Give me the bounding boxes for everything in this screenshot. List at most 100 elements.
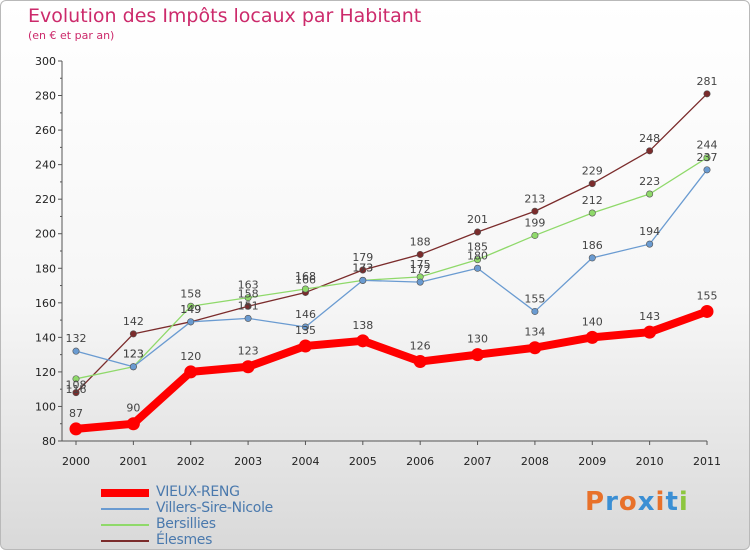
data-point [531,207,539,215]
data-label: 155 [697,289,718,302]
y-tick-label: 100 [35,400,56,413]
legend-label: Bersillies [156,516,216,532]
data-point [703,90,711,98]
data-label: 143 [639,310,660,323]
x-tick-label: 2008 [521,455,549,468]
legend-label: VIEUX-RENG [156,484,240,500]
x-tick-label: 2011 [693,455,721,468]
y-tick-label: 200 [35,228,56,241]
data-point [187,318,195,326]
legend-label: Villers-Sire-Nicole [156,500,273,516]
logo-letter: t [665,487,679,517]
data-point [126,417,140,431]
data-label: 90 [126,402,140,415]
y-tick-label: 180 [35,262,56,275]
data-point [301,285,309,293]
data-point [298,339,312,353]
data-label: 163 [238,279,259,292]
data-point [474,228,482,236]
y-tick-label: 160 [35,297,56,310]
chart-subtitle: (en € et par an) [28,29,115,42]
data-point [241,360,255,374]
y-tick-label: 300 [35,55,56,68]
data-point [646,147,654,155]
proxiti-logo: Proxiti [585,487,689,517]
x-tick-label: 2003 [234,455,262,468]
y-tick-label: 80 [42,435,56,448]
data-point [528,341,542,355]
x-tick-label: 2010 [636,455,664,468]
x-tick-label: 2000 [62,455,90,468]
data-label: 149 [180,303,201,316]
data-label: 180 [467,249,488,262]
data-label: 201 [467,213,488,226]
logo-letter: r [605,487,619,517]
logo-letter: i [655,487,666,517]
data-point [588,254,596,262]
data-point [356,334,370,348]
data-label: 146 [295,308,316,321]
y-tick-label: 280 [35,90,56,103]
data-label: 132 [66,332,87,345]
data-point [646,240,654,248]
data-label: 142 [123,315,144,328]
x-tick-label: 2001 [119,455,147,468]
legend-swatch [101,508,149,510]
legend-swatch [101,489,149,497]
series-line-0 [72,307,711,433]
data-label: 138 [352,319,373,332]
data-point [301,323,309,331]
data-point [187,302,195,310]
legend-label: Élesmes [156,532,213,548]
data-label: 185 [467,241,488,254]
data-point [531,307,539,315]
y-tick-label: 120 [35,366,56,379]
data-label: 149 [180,303,201,316]
x-tick-label: 2006 [406,455,434,468]
x-tick-label: 2002 [177,455,205,468]
x-tick-label: 2007 [464,455,492,468]
data-point [359,276,367,284]
logo-letter: o [618,487,638,517]
data-label: 108 [66,379,87,392]
data-label: 168 [295,270,316,283]
chart-title: Evolution des Impôts locaux par Habitant [28,5,422,27]
data-label: 186 [582,239,603,252]
data-label: 87 [69,407,83,420]
x-tick-label: 2005 [349,455,377,468]
data-label: 213 [524,192,545,205]
data-point [588,180,596,188]
data-point [72,389,80,397]
series-line-2 [75,157,708,380]
data-point [646,190,654,198]
data-point [244,302,252,310]
y-tick-label: 140 [35,331,56,344]
data-label: 166 [295,273,316,286]
data-point [643,325,657,339]
data-label: 158 [180,287,201,300]
y-tick-label: 220 [35,193,56,206]
y-tick-label: 240 [35,159,56,172]
data-point [703,154,711,162]
series-line-1 [75,169,708,368]
x-tick-label: 2004 [291,455,319,468]
data-label: 281 [697,75,718,88]
data-point [585,330,599,344]
data-label: 126 [410,340,431,353]
data-point [72,375,80,383]
data-label: 116 [66,383,87,396]
legend-swatch [101,524,149,526]
data-label: 123 [123,348,144,361]
data-label: 212 [582,194,603,207]
data-label: 244 [697,139,718,152]
data-label: 194 [639,225,660,238]
data-point [244,314,252,322]
data-label: 123 [123,348,144,361]
data-point [474,256,482,264]
data-label: 173 [352,261,373,274]
data-point [244,294,252,302]
data-point [129,363,137,371]
data-point [184,365,198,379]
data-point [588,209,596,217]
